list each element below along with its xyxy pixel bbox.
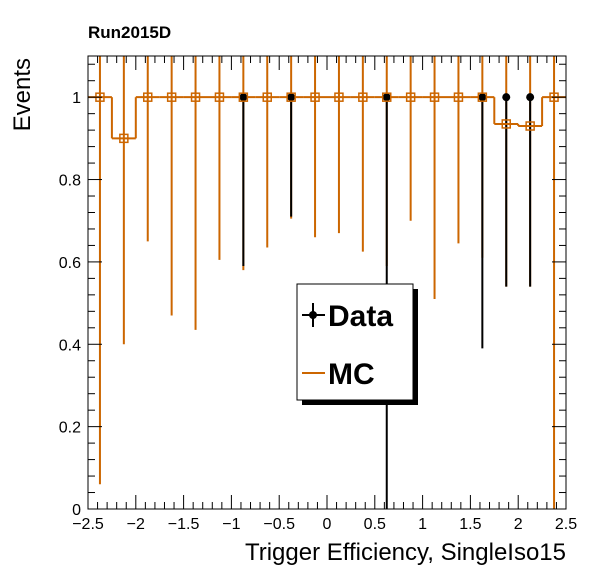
x-tick-label: 2.5 [555, 516, 577, 533]
data-point [287, 93, 295, 101]
data-point [526, 93, 534, 101]
x-axis-title: Trigger Efficiency, SingleIso15 [245, 539, 566, 566]
y-tick-label: 0 [72, 502, 81, 519]
run-label: Run2015D [88, 23, 171, 42]
x-tick-label: 1.5 [459, 516, 481, 533]
x-tick-label: 2 [514, 516, 523, 533]
legend-mc-label: MC [328, 358, 375, 391]
x-tick-label: 1 [418, 516, 427, 533]
legend-data-label: Data [328, 300, 393, 333]
y-tick-label: 1 [72, 90, 81, 107]
data-point [478, 93, 486, 101]
x-tick-label: −0.5 [263, 516, 295, 533]
x-tick-label: −2 [127, 516, 145, 533]
y-tick-label: 0.6 [59, 255, 81, 272]
y-tick-label: 0.8 [59, 173, 81, 190]
legend: Data MC [297, 284, 418, 405]
x-tick-label: −1.5 [168, 516, 200, 533]
y-tick-label: 0.4 [59, 337, 81, 354]
data-point [239, 93, 247, 101]
data-point [383, 93, 391, 101]
markers-layer [96, 93, 558, 142]
y-axis-title: Events [9, 58, 36, 131]
y-tick-label: 0.2 [59, 420, 81, 437]
x-tick-label: −1 [222, 516, 240, 533]
legend-data-marker [309, 311, 317, 319]
data-point [502, 93, 510, 101]
x-tick-label: 0.5 [364, 516, 386, 533]
error-bars-layer [88, 56, 566, 509]
x-tick-label: 0 [323, 516, 332, 533]
